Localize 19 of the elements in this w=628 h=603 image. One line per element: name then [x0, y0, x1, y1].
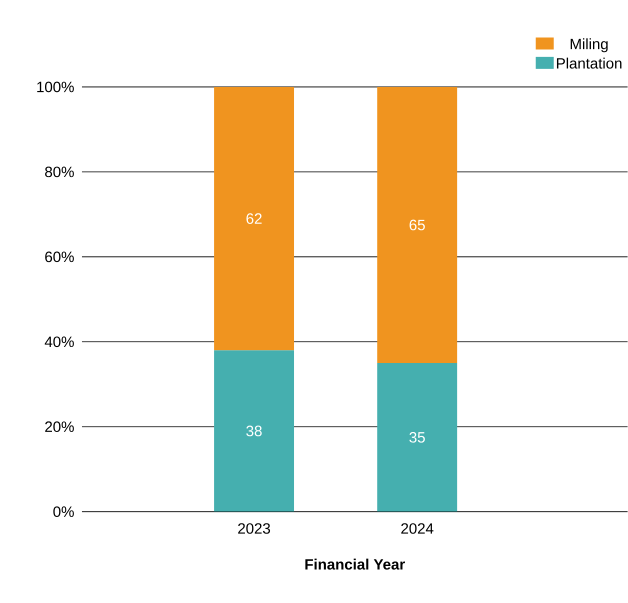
x-tick-label: 2023	[238, 523, 270, 534]
y-tick-label: 80%	[45, 166, 74, 178]
data-label: 38	[246, 426, 262, 436]
y-tick-label: 60%	[45, 252, 74, 262]
x-tick-label: 2024	[401, 523, 434, 534]
legend-label: Plantation	[556, 58, 622, 69]
legend-label: Miling	[570, 38, 608, 52]
y-tick-label: 40%	[44, 336, 74, 348]
bar	[377, 87, 458, 364]
bar	[214, 87, 294, 350]
data-label: 62	[246, 213, 262, 224]
x-axis-title: Financial Year	[305, 558, 405, 570]
y-tick-label: 0%	[53, 506, 74, 518]
data-label: 35	[409, 432, 425, 443]
data-label: 65	[410, 220, 425, 230]
y-tick-label: 100%	[37, 82, 74, 92]
y-tick-label: 20%	[45, 422, 74, 432]
bar	[214, 350, 294, 512]
bar	[377, 363, 458, 512]
